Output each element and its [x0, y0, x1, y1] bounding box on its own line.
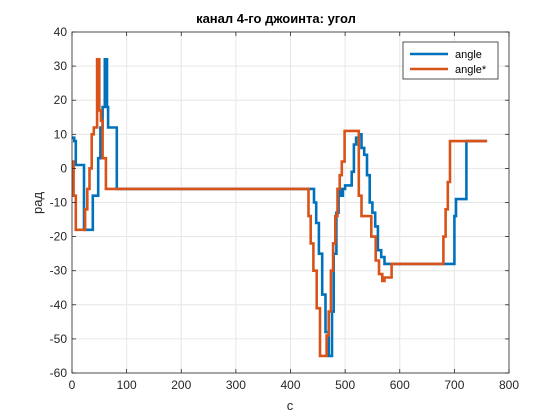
y-tick-label: 0 [60, 161, 67, 175]
x-tick-label: 400 [280, 378, 300, 392]
y-tick-label: -20 [50, 230, 68, 244]
y-axis-label: рад [30, 192, 45, 214]
ticks: 0 100 200 300 400 500 600 700 800-60-50-40-30-20… [50, 25, 520, 392]
x-tick-label: 0 [69, 378, 76, 392]
y-tick-label: -30 [50, 264, 68, 278]
x-tick-label: 700 [444, 378, 464, 392]
y-tick-label: 40 [54, 25, 68, 39]
legend-label-angle-star: angle* [455, 64, 487, 76]
chart-title: канал 4-го джоинта: угол [196, 11, 356, 26]
x-tick-label: 600 [390, 378, 410, 392]
y-tick-label: -50 [50, 332, 68, 346]
y-tick-label: 30 [54, 59, 68, 73]
x-axis-label: с [287, 398, 294, 413]
legend: angle angle* [402, 41, 499, 80]
legend-label-angle: angle [455, 49, 482, 61]
series-line-angle-star [72, 57, 488, 358]
series-layer [72, 57, 488, 358]
x-tick-label: 800 [499, 378, 519, 392]
x-tick-label: 500 [335, 378, 355, 392]
y-tick-label: 10 [54, 127, 68, 141]
x-tick-label: 100 [117, 378, 137, 392]
x-tick-label: 300 [226, 378, 246, 392]
x-tick-label: 200 [171, 378, 191, 392]
grid [71, 31, 510, 374]
legend-box [402, 41, 499, 80]
y-tick-label: -60 [50, 366, 68, 380]
y-tick-label: -10 [50, 196, 68, 210]
y-tick-label: 20 [54, 93, 68, 107]
y-tick-label: -40 [50, 298, 68, 312]
series-line-angle [72, 57, 488, 358]
